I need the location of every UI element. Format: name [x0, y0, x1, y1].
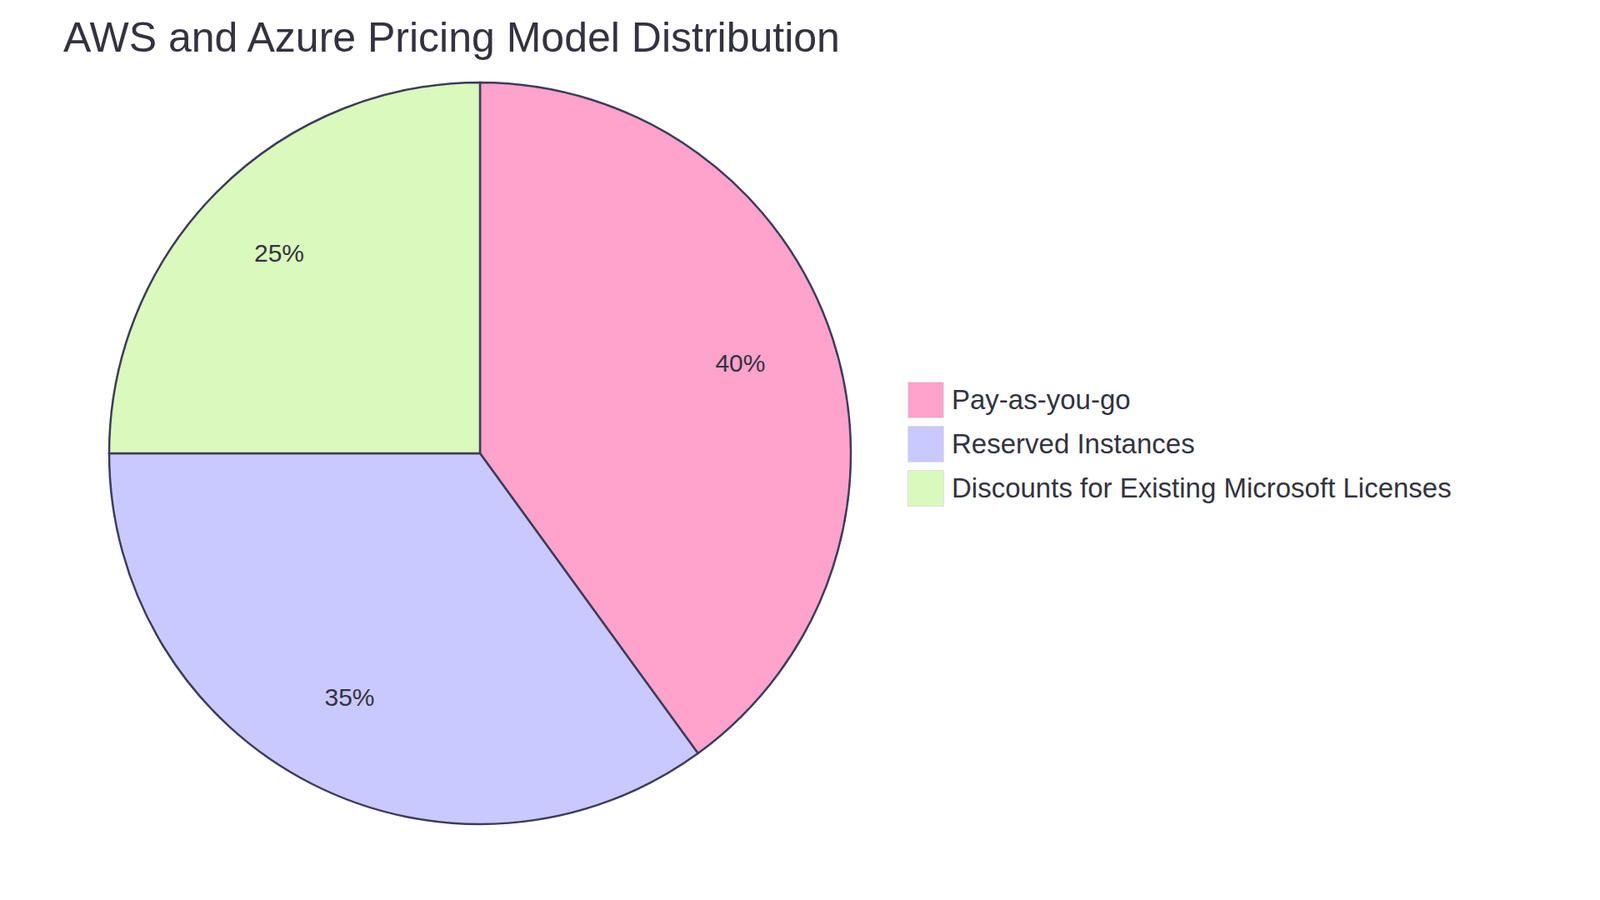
svg-text:40%: 40%	[715, 349, 765, 377]
html-text:Pay-as-you-go: Pay-as-you-go	[951, 384, 1131, 415]
svg-text:25%: 25%	[254, 239, 305, 267]
html-text:Discounts for Existing Microso: Discounts for Existing Microsoft License…	[951, 472, 1452, 504]
html-text:Reserved Instances: Reserved Instances	[951, 428, 1195, 460]
svg-text:35%: 35%	[324, 683, 375, 711]
html-text:AWS and Azure Pricing Model Di: AWS and Azure Pricing Model Distribution	[63, 14, 840, 61]
